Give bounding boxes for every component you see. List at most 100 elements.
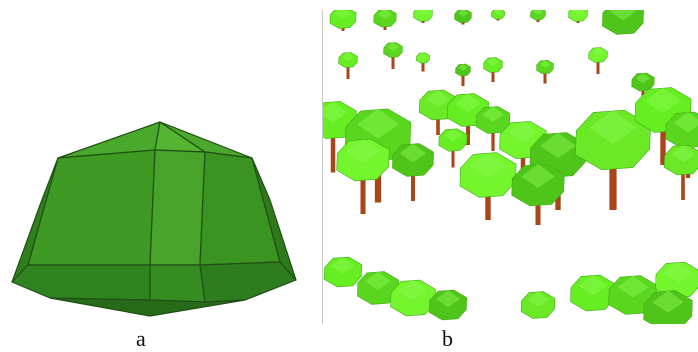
tree	[323, 256, 363, 288]
tree-trunk	[421, 61, 425, 72]
tree-crown	[336, 138, 390, 182]
panel-b-forest-scene	[322, 10, 698, 324]
tree-crown	[383, 42, 403, 58]
tree	[438, 128, 468, 168]
tree-crown	[643, 290, 693, 324]
tree	[392, 143, 434, 201]
tree-trunk	[535, 199, 541, 225]
tree-trunk	[485, 190, 491, 220]
tree-crown-highlight	[377, 10, 393, 20]
tree	[413, 10, 433, 23]
tree-trunk	[543, 71, 547, 84]
tree-crown	[392, 143, 434, 177]
tree-crown-highlight	[671, 145, 695, 162]
tree	[373, 10, 397, 30]
tree	[602, 10, 644, 35]
tree-crown-highlight	[540, 132, 576, 158]
tree-crown	[413, 10, 433, 22]
tree-crown-highlight	[652, 290, 684, 313]
tree-crown	[665, 111, 698, 149]
tree	[475, 106, 511, 151]
tree-crown-highlight	[436, 290, 460, 307]
tree-crown-highlight	[417, 10, 429, 15]
tree-trunk	[391, 55, 395, 69]
tree-crown-highlight	[470, 152, 506, 178]
bottom-facet-left	[11, 264, 151, 301]
tree-crown	[530, 10, 546, 21]
bottom-facet-center	[149, 264, 206, 303]
tree	[483, 57, 503, 82]
tree-trunk	[681, 170, 685, 200]
tree	[575, 109, 651, 210]
tree-trunk	[330, 132, 336, 173]
tree-crown-highlight	[331, 257, 355, 274]
tree-crown-highlight	[521, 164, 555, 188]
tree-crown-highlight	[617, 275, 649, 298]
tree-crown-highlight	[609, 10, 637, 21]
tree-crown	[338, 52, 358, 68]
tree-trunk	[346, 65, 350, 79]
tree-trunk	[461, 74, 465, 86]
tree-crown	[588, 47, 608, 63]
tree-crown	[329, 10, 357, 29]
tree	[570, 274, 616, 312]
tree-trunk	[466, 121, 470, 145]
tree	[643, 290, 693, 324]
tree-crown-highlight	[539, 60, 551, 68]
tree-crown	[475, 106, 511, 134]
tree-trunk	[383, 24, 387, 30]
tree-crown	[373, 10, 397, 28]
tree-crown	[631, 72, 655, 92]
tree-crown-highlight	[589, 110, 637, 144]
tree-crown-highlight	[592, 47, 604, 56]
tree	[655, 261, 698, 299]
tree-trunk	[491, 70, 495, 82]
tree	[329, 10, 357, 31]
tree-crown	[323, 256, 363, 288]
tree-crown-highlight	[578, 275, 608, 296]
tree-crown-highlight	[572, 10, 584, 15]
tree	[511, 163, 565, 225]
tree-crown-highlight	[444, 128, 462, 142]
tree-crown	[454, 10, 472, 24]
tree-crown	[568, 10, 588, 22]
tree-crown-highlight	[457, 10, 469, 17]
tree	[568, 10, 588, 23]
tree-trunk	[360, 174, 366, 214]
tree-crown	[459, 152, 517, 198]
panel-a-polyhedral-crown	[0, 0, 310, 326]
tree	[390, 279, 436, 317]
tree-trunk	[609, 160, 617, 210]
tree-crown	[536, 59, 554, 75]
tree-crown-highlight	[399, 143, 427, 163]
tree-trunk	[451, 147, 455, 168]
tree-crown-highlight	[334, 10, 352, 20]
tree	[530, 10, 546, 22]
tree-crown-highlight	[508, 121, 538, 143]
tree-crown	[483, 57, 503, 73]
tree	[338, 52, 358, 79]
tree-crown	[390, 279, 436, 317]
tree-crown-highlight	[533, 10, 543, 15]
tree-crown-highlight	[673, 112, 698, 133]
caption-b: b	[442, 326, 453, 351]
side-facet-left	[27, 149, 156, 266]
tree-crown	[520, 291, 556, 319]
caption-a: a	[136, 326, 146, 351]
tree	[491, 10, 505, 21]
tree	[336, 138, 390, 214]
tree-crown-highlight	[493, 10, 503, 15]
tree	[383, 42, 403, 69]
tree-crown-highlight	[323, 101, 348, 123]
tree-crown	[428, 289, 468, 321]
tree-crown-highlight	[426, 90, 450, 107]
tree-crown	[455, 63, 471, 77]
tree-crown-highlight	[398, 280, 428, 301]
forest-render	[323, 10, 698, 324]
crown-polyhedron	[11, 121, 297, 317]
tree-crown-highlight	[357, 108, 399, 139]
tree-crown-highlight	[364, 271, 392, 291]
tree-trunk	[411, 171, 415, 201]
tree-crown-highlight	[645, 87, 681, 113]
tree-crown-highlight	[635, 73, 651, 84]
